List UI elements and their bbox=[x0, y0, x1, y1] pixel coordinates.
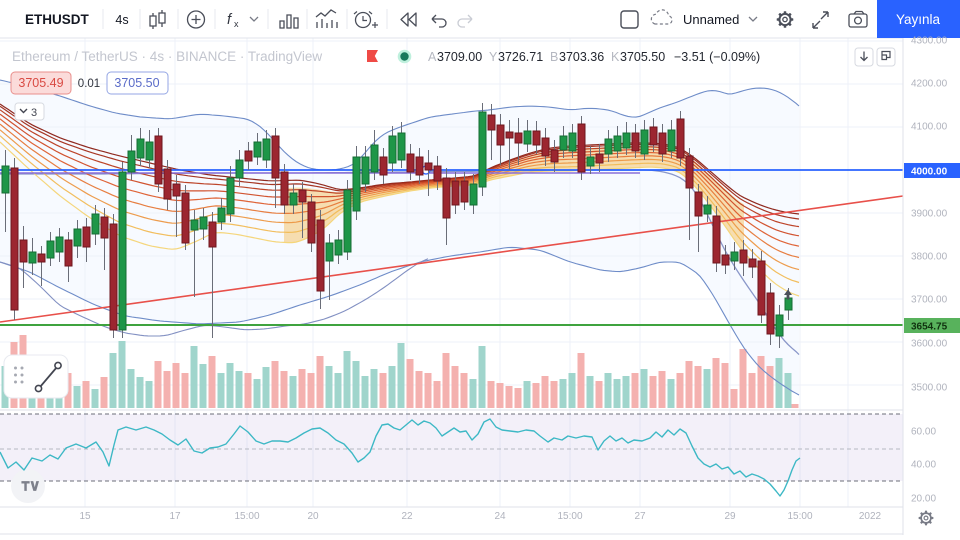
svg-text:29: 29 bbox=[724, 511, 736, 522]
svg-text:27: 27 bbox=[634, 511, 646, 522]
svg-text:3600.00: 3600.00 bbox=[911, 339, 948, 350]
svg-text:3705.50: 3705.50 bbox=[620, 50, 665, 64]
svg-text:4s: 4s bbox=[115, 13, 128, 27]
svg-text:K: K bbox=[611, 50, 620, 64]
svg-text:Unnamed: Unnamed bbox=[683, 12, 739, 27]
svg-text:Ethereum / TetherUS · 4s · BIN: Ethereum / TetherUS · 4s · BINANCE · Tra… bbox=[12, 49, 322, 64]
svg-text:15:00: 15:00 bbox=[557, 511, 582, 522]
svg-text:20: 20 bbox=[307, 511, 319, 522]
svg-text:3705.50: 3705.50 bbox=[114, 76, 159, 90]
svg-text:3700.00: 3700.00 bbox=[911, 295, 948, 306]
svg-text:17: 17 bbox=[169, 511, 181, 522]
svg-text:ETHUSDT: ETHUSDT bbox=[25, 12, 90, 27]
svg-text:24: 24 bbox=[494, 511, 506, 522]
svg-text:2022: 2022 bbox=[859, 511, 882, 522]
svg-text:3500.00: 3500.00 bbox=[911, 383, 948, 394]
svg-text:3709.00: 3709.00 bbox=[437, 50, 482, 64]
svg-text:3900.00: 3900.00 bbox=[911, 209, 948, 220]
svg-text:15: 15 bbox=[79, 511, 91, 522]
svg-text:3705.49: 3705.49 bbox=[18, 76, 63, 90]
svg-text:Y: Y bbox=[489, 50, 498, 64]
svg-text:3800.00: 3800.00 bbox=[911, 252, 948, 263]
svg-text:f: f bbox=[227, 12, 233, 28]
svg-text:40.00: 40.00 bbox=[911, 460, 936, 471]
svg-text:−3.51 (−0.09%): −3.51 (−0.09%) bbox=[674, 50, 760, 64]
svg-text:3703.36: 3703.36 bbox=[559, 50, 604, 64]
svg-text:x: x bbox=[234, 19, 239, 29]
svg-text:22: 22 bbox=[401, 511, 413, 522]
svg-text:4300.00: 4300.00 bbox=[911, 36, 948, 47]
svg-text:A: A bbox=[428, 50, 437, 64]
svg-text:15:00: 15:00 bbox=[234, 511, 259, 522]
svg-text:4100.00: 4100.00 bbox=[911, 122, 948, 133]
svg-text:Yayınla: Yayınla bbox=[896, 12, 941, 27]
svg-text:3654.75: 3654.75 bbox=[911, 322, 948, 333]
svg-text:60.00: 60.00 bbox=[911, 427, 936, 438]
svg-text:B: B bbox=[550, 50, 558, 64]
svg-text:4000.00: 4000.00 bbox=[911, 167, 948, 178]
svg-text:3: 3 bbox=[31, 107, 37, 119]
svg-text:20.00: 20.00 bbox=[911, 494, 936, 505]
svg-text:0.01: 0.01 bbox=[78, 78, 100, 90]
svg-text:15:00: 15:00 bbox=[787, 511, 812, 522]
svg-text:4200.00: 4200.00 bbox=[911, 79, 948, 90]
svg-text:3726.71: 3726.71 bbox=[498, 50, 543, 64]
